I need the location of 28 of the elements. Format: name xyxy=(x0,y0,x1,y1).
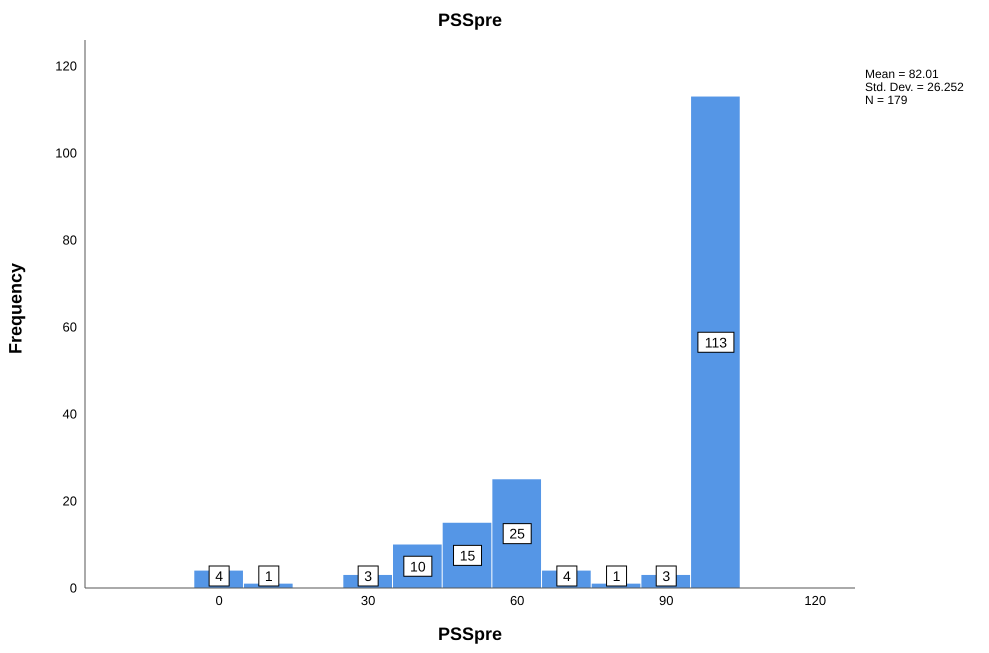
data-label: 10 xyxy=(410,558,426,574)
data-label: 3 xyxy=(662,568,670,584)
data-label: 113 xyxy=(704,334,728,350)
y-tick-label: 120 xyxy=(55,58,77,74)
data-label: 4 xyxy=(562,568,571,584)
text: Mean = 82.01 xyxy=(865,67,940,81)
x-tick-label: 30 xyxy=(360,593,376,608)
y-tick-label: 60 xyxy=(62,320,77,335)
y-axis-title: Frequency xyxy=(5,262,26,354)
y-tick-label: 0 xyxy=(70,580,77,596)
chart-title: PSSpre xyxy=(436,10,504,31)
data-label: 25 xyxy=(509,526,526,542)
x-axis-title: PSSpre xyxy=(438,624,502,644)
text: Std. Dev. = 26.252 xyxy=(865,80,964,94)
x-tick-label: 120 xyxy=(804,593,826,608)
x-tick-label: 60 xyxy=(510,593,524,608)
y-tick-label: 80 xyxy=(62,232,77,248)
data-label: 1 xyxy=(264,568,273,584)
y-tick-label: 40 xyxy=(62,406,77,422)
x-tick-label: 0 xyxy=(216,593,223,608)
y-tick-label: 20 xyxy=(62,494,77,509)
data-label: 1 xyxy=(612,568,621,584)
data-label: 4 xyxy=(215,568,224,584)
text: N = 179 xyxy=(865,93,908,107)
x-tick-label: 90 xyxy=(658,593,674,608)
data-label: 15 xyxy=(460,547,476,564)
y-tick-label: 100 xyxy=(55,146,77,161)
data-label: 3 xyxy=(364,568,372,584)
